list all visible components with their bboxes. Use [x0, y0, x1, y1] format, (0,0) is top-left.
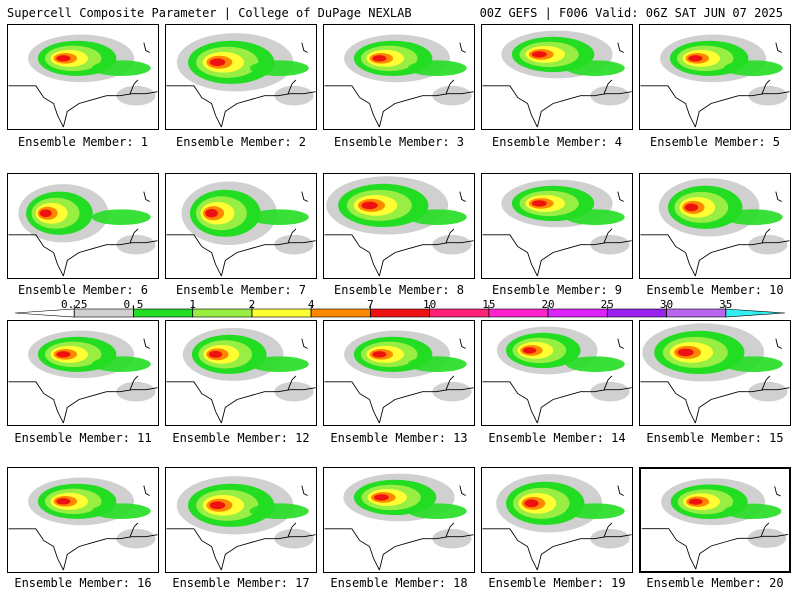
- member-map-graphic: [482, 474, 632, 571]
- member-caption-9: Ensemble Member: 9: [491, 283, 623, 297]
- member-map-graphic: [166, 181, 316, 277]
- member-map-12[interactable]: [165, 320, 317, 426]
- member-caption-19: Ensemble Member: 19: [488, 576, 626, 590]
- member-map-17[interactable]: [165, 467, 317, 573]
- member-caption-3: Ensemble Member: 3: [333, 135, 465, 149]
- color-scale-label: 1: [189, 298, 196, 311]
- member-caption-2: Ensemble Member: 2: [175, 135, 307, 149]
- member-map-graphic: [8, 477, 158, 571]
- member-map-9[interactable]: [481, 173, 633, 279]
- color-scale-label: 35: [719, 298, 733, 311]
- member-caption-18: Ensemble Member: 18: [330, 576, 468, 590]
- member-map-10[interactable]: [639, 173, 791, 279]
- member-map-graphic: [482, 179, 632, 277]
- color-swatch-8: [488, 308, 549, 318]
- member-map-20[interactable]: [639, 467, 791, 573]
- member-map-graphic: [324, 176, 474, 277]
- member-map-19[interactable]: [481, 467, 633, 573]
- color-scale-label: 20: [541, 298, 555, 311]
- color-scale-label: 0.25: [60, 298, 88, 311]
- color-scale-label: 4: [307, 298, 315, 311]
- color-scale-label: 7: [367, 298, 374, 311]
- member-map-graphic: [482, 30, 632, 128]
- member-map-graphic: [8, 330, 158, 424]
- member-map-18[interactable]: [323, 467, 475, 573]
- member-map-11[interactable]: [7, 320, 159, 426]
- member-map-graphic: [166, 33, 316, 128]
- member-map-2[interactable]: [165, 24, 317, 130]
- member-map-1[interactable]: [7, 24, 159, 130]
- member-map-7[interactable]: [165, 173, 317, 279]
- member-map-graphic: [324, 34, 474, 128]
- member-map-graphic: [324, 330, 474, 424]
- color-scale-label: 30: [659, 298, 674, 311]
- member-map-graphic: [8, 34, 158, 128]
- member-map-15[interactable]: [639, 320, 791, 426]
- member-map-graphic: [640, 323, 790, 424]
- color-swatch-10: [607, 308, 667, 318]
- run-info: 00Z GEFS | F006 Valid: 06Z SAT JUN 07 20…: [479, 6, 783, 20]
- color-swatch-12: [725, 308, 786, 318]
- member-caption-6: Ensemble Member: 6: [17, 283, 149, 297]
- color-scale-label: 25: [600, 298, 614, 311]
- member-caption-4: Ensemble Member: 4: [491, 135, 623, 149]
- member-map-graphic: [324, 473, 474, 571]
- member-map-graphic: [482, 326, 632, 424]
- color-scale-label: 10: [422, 298, 437, 311]
- member-map-13[interactable]: [323, 320, 475, 426]
- member-caption-12: Ensemble Member: 12: [172, 431, 310, 445]
- color-scale-label: 2: [248, 298, 256, 311]
- member-map-graphic: [166, 476, 316, 571]
- color-swatch-6: [370, 308, 430, 318]
- color-swatch-7: [429, 308, 490, 318]
- member-map-4[interactable]: [481, 24, 633, 130]
- member-caption-16: Ensemble Member: 16: [14, 576, 152, 590]
- member-caption-14: Ensemble Member: 14: [488, 431, 626, 445]
- color-swatch-9: [547, 308, 608, 318]
- member-map-5[interactable]: [639, 24, 791, 130]
- color-scale-label: 15: [482, 298, 496, 311]
- member-caption-11: Ensemble Member: 11: [14, 431, 152, 445]
- member-caption-13: Ensemble Member: 13: [330, 431, 468, 445]
- member-caption-17: Ensemble Member: 17: [172, 576, 310, 590]
- member-caption-1: Ensemble Member: 1: [17, 135, 149, 149]
- member-map-graphic: [641, 478, 789, 570]
- map-title: Supercell Composite Parameter | College …: [7, 6, 412, 20]
- color-swatch-5: [310, 308, 371, 318]
- member-map-3[interactable]: [323, 24, 475, 130]
- member-map-16[interactable]: [7, 467, 159, 573]
- color-swatch-3: [192, 308, 253, 318]
- member-caption-7: Ensemble Member: 7: [175, 283, 307, 297]
- member-map-6[interactable]: [7, 173, 159, 279]
- color-scale-label: 0.5: [123, 298, 144, 311]
- member-map-graphic: [166, 327, 316, 424]
- member-caption-10: Ensemble Member: 10: [646, 283, 784, 297]
- member-map-graphic: [8, 184, 158, 277]
- member-map-graphic: [640, 178, 790, 277]
- member-caption-15: Ensemble Member: 15: [646, 431, 784, 445]
- member-caption-5: Ensemble Member: 5: [649, 135, 781, 149]
- color-swatch-11: [666, 308, 727, 318]
- member-map-8[interactable]: [323, 173, 475, 279]
- member-map-graphic: [640, 34, 790, 128]
- member-caption-20: Ensemble Member: 20: [646, 576, 784, 590]
- member-map-14[interactable]: [481, 320, 633, 426]
- color-swatch-4: [251, 308, 312, 318]
- member-caption-8: Ensemble Member: 8: [333, 283, 465, 297]
